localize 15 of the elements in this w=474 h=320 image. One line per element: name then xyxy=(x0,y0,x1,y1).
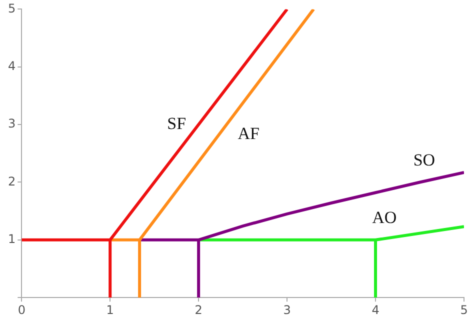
series-label: AO xyxy=(372,208,397,228)
y-tick-label: 5 xyxy=(8,1,16,16)
series-label: SO xyxy=(413,150,436,170)
y-tick-label: 3 xyxy=(8,116,16,131)
x-tick-label: 5 xyxy=(460,302,468,317)
x-tick-label: 3 xyxy=(283,302,291,317)
x-tick-label: 1 xyxy=(106,302,114,317)
series-label: SF xyxy=(167,114,186,134)
x-tick-label: 4 xyxy=(372,302,380,317)
x-tick-label: 0 xyxy=(18,302,26,317)
x-tick-label: 2 xyxy=(194,302,202,317)
y-tick-label: 1 xyxy=(8,232,16,246)
y-tick-label: 4 xyxy=(8,59,16,74)
y-tick-label: 2 xyxy=(8,174,16,188)
series-label: AF xyxy=(238,124,260,144)
